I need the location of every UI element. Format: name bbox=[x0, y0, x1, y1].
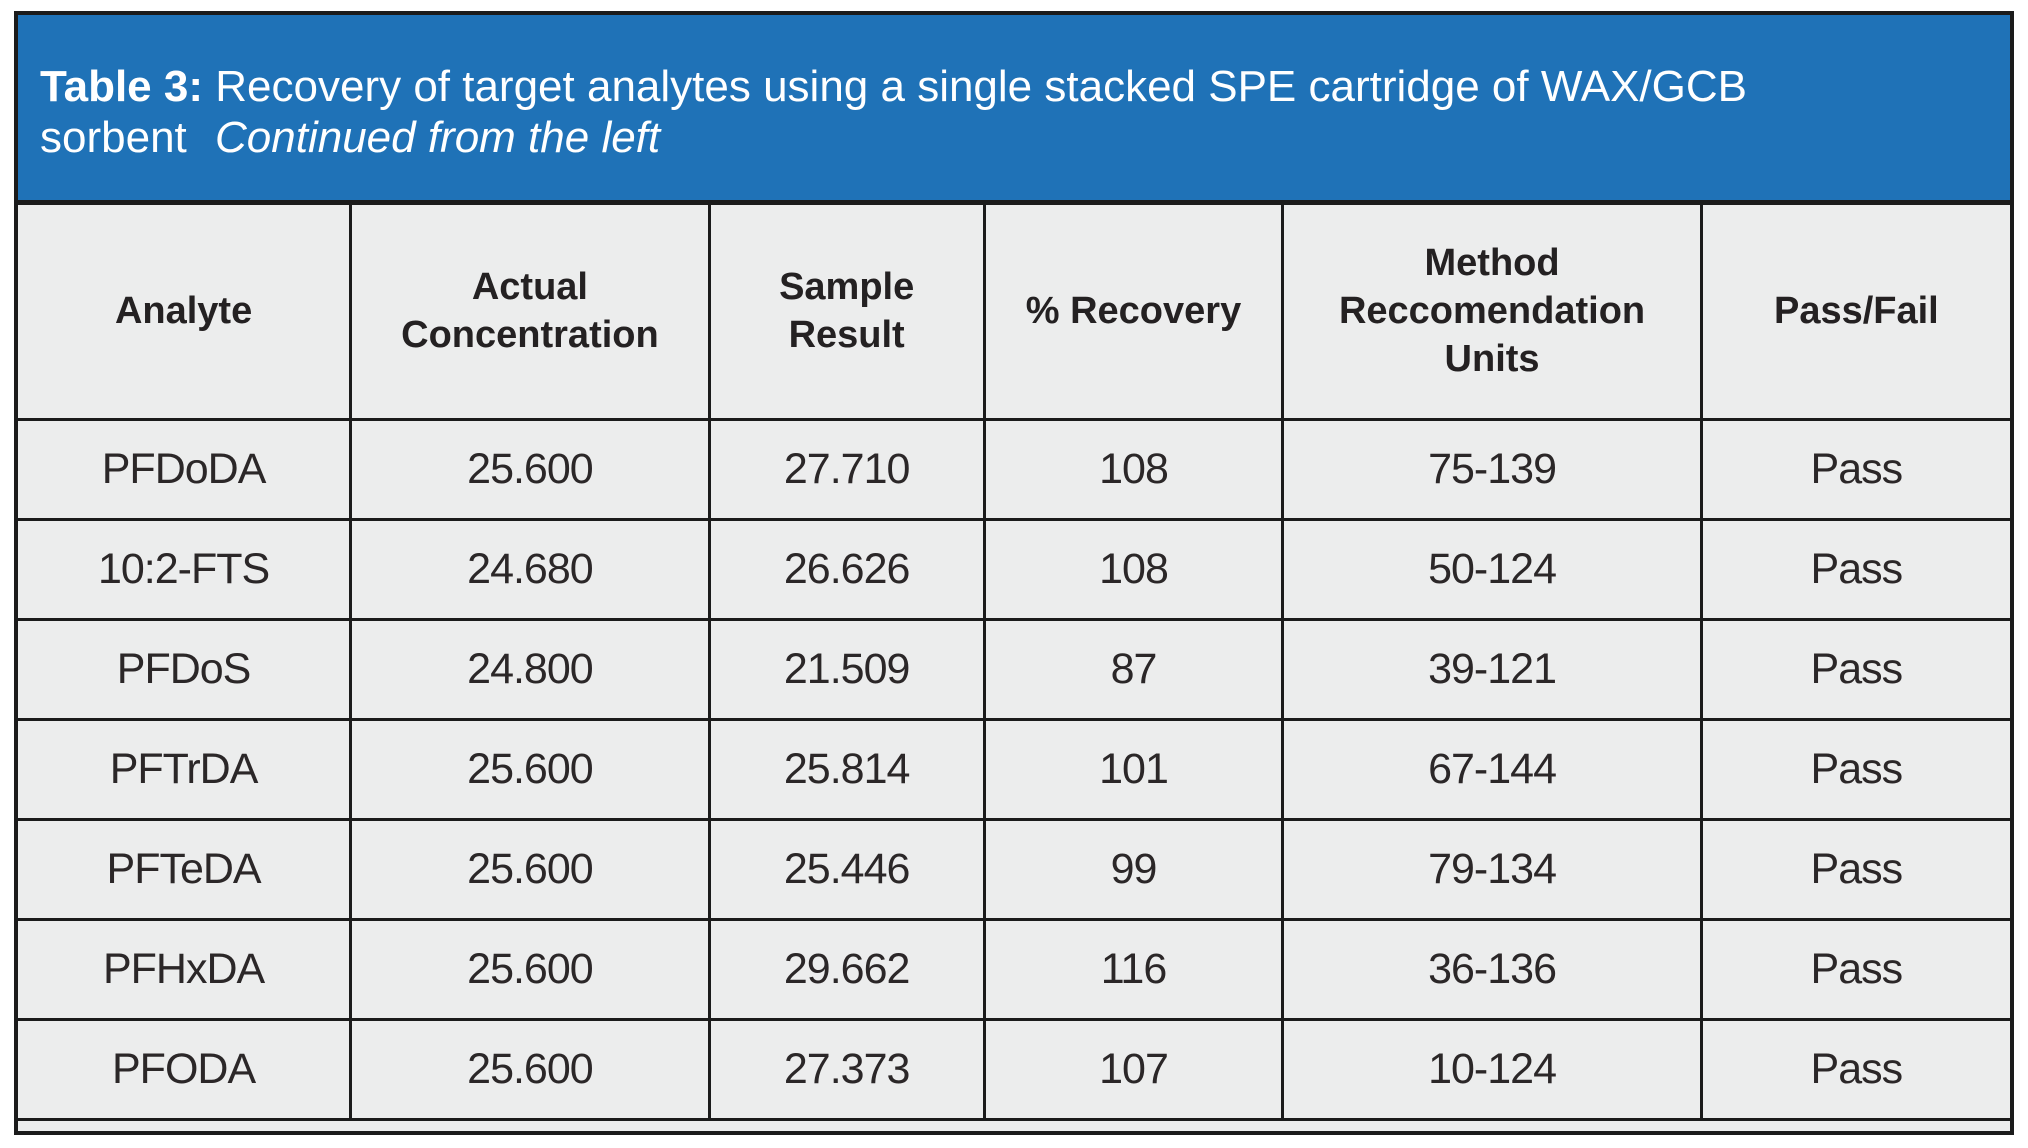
cell-actual-concentration: 24.800 bbox=[349, 619, 710, 721]
cell-method-reccomendation-units: 50-124 bbox=[1281, 519, 1702, 621]
cell-percent-recovery: 116 bbox=[982, 919, 1283, 1021]
table-number-label: Table 3: bbox=[40, 62, 204, 111]
column-header-actual-concentration: Actual Concentration bbox=[349, 205, 710, 421]
column-header-sample-result: Sample Result bbox=[707, 205, 985, 421]
cell-analyte: PFDoS bbox=[18, 619, 351, 721]
cell-sample-result: 29.662 bbox=[707, 919, 985, 1021]
cell-percent-recovery: 101 bbox=[982, 719, 1283, 821]
column-header-method-reccomendation-units: Method Reccomendation Units bbox=[1281, 205, 1702, 421]
cell-pass-fail: Pass bbox=[1699, 919, 2010, 1021]
table-row: PFODA 25.600 27.373 107 10-124 Pass bbox=[18, 1019, 2010, 1121]
column-header-percent-recovery: % Recovery bbox=[982, 205, 1283, 421]
cell-percent-recovery: 87 bbox=[982, 619, 1283, 721]
recovery-table: Analyte Actual Concentration Sample Resu… bbox=[18, 205, 2010, 1121]
cell-analyte: PFODA bbox=[18, 1019, 351, 1121]
cell-analyte: PFDoDA bbox=[18, 419, 351, 521]
cell-sample-result: 27.373 bbox=[707, 1019, 985, 1121]
cell-percent-recovery: 107 bbox=[982, 1019, 1283, 1121]
column-header-analyte: Analyte bbox=[18, 205, 351, 421]
cell-sample-result: 27.710 bbox=[707, 419, 985, 521]
cell-pass-fail: Pass bbox=[1699, 719, 2010, 821]
cell-percent-recovery: 99 bbox=[982, 819, 1283, 921]
table-row: PFTrDA 25.600 25.814 101 67-144 Pass bbox=[18, 719, 2010, 821]
table-row: PFDoS 24.800 21.509 87 39-121 Pass bbox=[18, 619, 2010, 721]
column-header-pass-fail: Pass/Fail bbox=[1699, 205, 2010, 421]
table-row: PFDoDA 25.600 27.710 108 75-139 Pass bbox=[18, 419, 2010, 521]
table-caption-banner: Table 3: Recovery of target analytes usi… bbox=[18, 15, 2010, 205]
cell-percent-recovery: 108 bbox=[982, 519, 1283, 621]
cell-sample-result: 25.814 bbox=[707, 719, 985, 821]
cell-analyte: 10:2-FTS bbox=[18, 519, 351, 621]
table-row: PFTeDA 25.600 25.446 99 79-134 Pass bbox=[18, 819, 2010, 921]
cell-method-reccomendation-units: 10-124 bbox=[1281, 1019, 1702, 1121]
cell-pass-fail: Pass bbox=[1699, 1019, 2010, 1121]
table-title-line2: sorbent bbox=[40, 113, 187, 162]
cell-percent-recovery: 108 bbox=[982, 419, 1283, 521]
cell-method-reccomendation-units: 36-136 bbox=[1281, 919, 1702, 1021]
header-row: Analyte Actual Concentration Sample Resu… bbox=[18, 205, 2010, 421]
table-row: 10:2-FTS 24.680 26.626 108 50-124 Pass bbox=[18, 519, 2010, 621]
cell-analyte: PFTrDA bbox=[18, 719, 351, 821]
cell-sample-result: 26.626 bbox=[707, 519, 985, 621]
table-title-line1: Recovery of target analytes using a sing… bbox=[215, 62, 1747, 111]
cell-method-reccomendation-units: 79-134 bbox=[1281, 819, 1702, 921]
table-figure: Table 3: Recovery of target analytes usi… bbox=[14, 11, 2014, 1135]
cell-pass-fail: Pass bbox=[1699, 819, 2010, 921]
cell-actual-concentration: 25.600 bbox=[349, 719, 710, 821]
cell-actual-concentration: 25.600 bbox=[349, 819, 710, 921]
cell-method-reccomendation-units: 39-121 bbox=[1281, 619, 1702, 721]
cell-sample-result: 25.446 bbox=[707, 819, 985, 921]
continued-note: Continued from the left bbox=[215, 113, 661, 162]
cell-actual-concentration: 25.600 bbox=[349, 919, 710, 1021]
cell-analyte: PFHxDA bbox=[18, 919, 351, 1021]
cell-method-reccomendation-units: 67-144 bbox=[1281, 719, 1702, 821]
cell-sample-result: 21.509 bbox=[707, 619, 985, 721]
cell-actual-concentration: 24.680 bbox=[349, 519, 710, 621]
cell-pass-fail: Pass bbox=[1699, 619, 2010, 721]
cell-analyte: PFTeDA bbox=[18, 819, 351, 921]
table-row: PFHxDA 25.600 29.662 116 36-136 Pass bbox=[18, 919, 2010, 1021]
cell-actual-concentration: 25.600 bbox=[349, 1019, 710, 1121]
cell-method-reccomendation-units: 75-139 bbox=[1281, 419, 1702, 521]
cell-actual-concentration: 25.600 bbox=[349, 419, 710, 521]
cell-pass-fail: Pass bbox=[1699, 519, 2010, 621]
cell-pass-fail: Pass bbox=[1699, 419, 2010, 521]
